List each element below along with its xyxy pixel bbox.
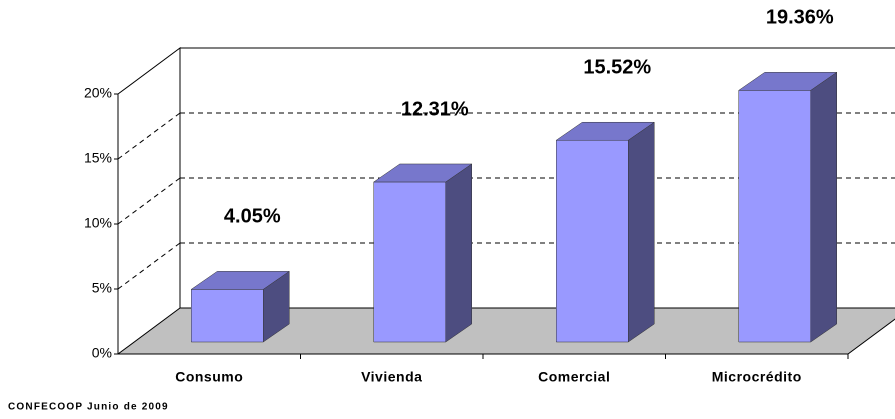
- bar: [555, 121, 656, 343]
- bar-top: [737, 72, 838, 91]
- bar-front: [556, 139, 629, 343]
- bar-side: [445, 163, 472, 343]
- value-label: 15.52%: [583, 57, 651, 79]
- grid-line: [117, 177, 181, 225]
- value-label: 19.36%: [766, 7, 834, 29]
- y-tick-label: 10%: [84, 215, 112, 231]
- grid-line: [117, 242, 181, 290]
- bar: [372, 163, 473, 343]
- x-tick-label: Microcrédito: [712, 369, 802, 385]
- bar-side: [810, 71, 837, 343]
- y-tick-label: 5%: [92, 280, 112, 296]
- x-tick-label: Comercial: [538, 369, 610, 385]
- floor: [116, 307, 895, 355]
- source: CONFECOOP Junio de 2009: [8, 402, 169, 413]
- bar-front: [373, 181, 446, 343]
- bar-top: [372, 163, 473, 183]
- bar-front: [191, 289, 264, 343]
- grid-line: [117, 112, 181, 160]
- y-tick-label: 20%: [84, 85, 112, 101]
- value-label: 4.05%: [224, 206, 281, 228]
- x-tick-label: Vivienda: [361, 369, 422, 385]
- bar: [737, 71, 838, 343]
- bar-side: [628, 121, 655, 343]
- y-tick-label: 0%: [92, 345, 112, 361]
- x-tick-label: Consumo: [175, 369, 243, 385]
- bar: [190, 270, 291, 343]
- bar-top: [555, 121, 656, 141]
- bar-front: [738, 90, 811, 343]
- value-label: 12.31%: [401, 98, 469, 120]
- y-tick-label: 15%: [84, 150, 112, 166]
- bar-top: [190, 271, 291, 290]
